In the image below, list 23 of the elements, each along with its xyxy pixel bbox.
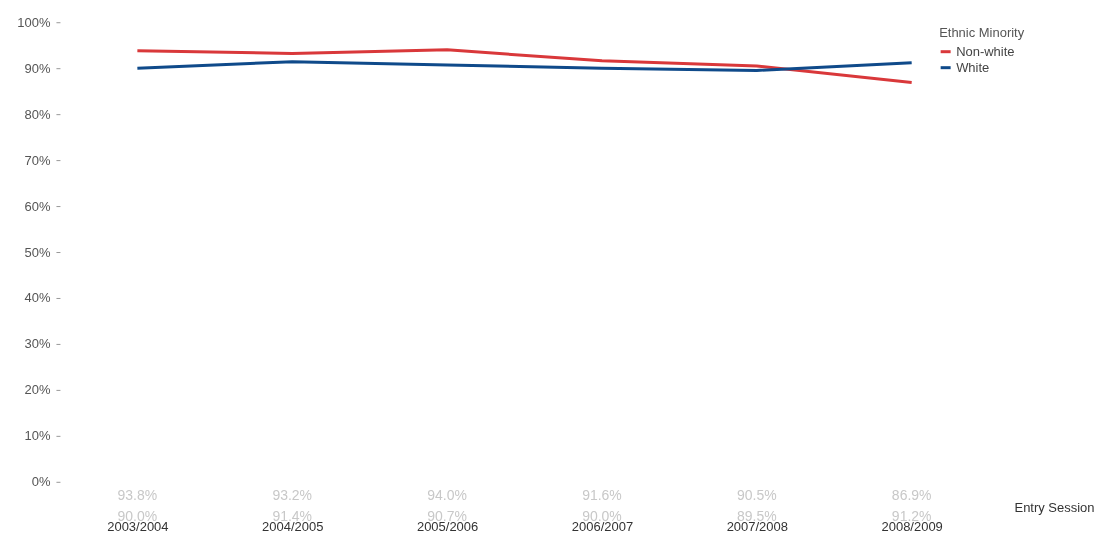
y-tick-label: 100% xyxy=(17,14,51,30)
y-tick-label: 20% xyxy=(24,382,51,398)
x-tick-label: 2005/2006 xyxy=(416,519,479,535)
y-tick-label: 30% xyxy=(24,336,51,352)
legend-label: Non-white xyxy=(956,43,1015,59)
x-axis-title: Entry Session xyxy=(1014,500,1095,516)
y-tick-label: 0% xyxy=(31,474,51,490)
x-tick-label: 2007/2008 xyxy=(726,519,788,535)
y-tick-label: 70% xyxy=(24,152,51,168)
y-tick-label: 50% xyxy=(24,244,51,260)
y-tick-label: 40% xyxy=(24,290,51,306)
x-tick-label: 2006/2007 xyxy=(571,519,634,535)
y-tick-label: 80% xyxy=(24,106,51,122)
line-series xyxy=(135,48,914,84)
y-tick-label: 60% xyxy=(24,198,51,214)
x-tick-label: 2003/2004 xyxy=(107,519,169,535)
line-series xyxy=(135,60,914,72)
x-tick-label: 2008/2009 xyxy=(881,519,943,535)
x-tick-label: 2004/2005 xyxy=(262,519,324,535)
y-tick-label: 10% xyxy=(24,428,51,444)
legend-label: White xyxy=(956,59,990,75)
legend-title: Ethnic Minority xyxy=(939,25,1025,41)
y-tick-label: 90% xyxy=(24,60,51,76)
